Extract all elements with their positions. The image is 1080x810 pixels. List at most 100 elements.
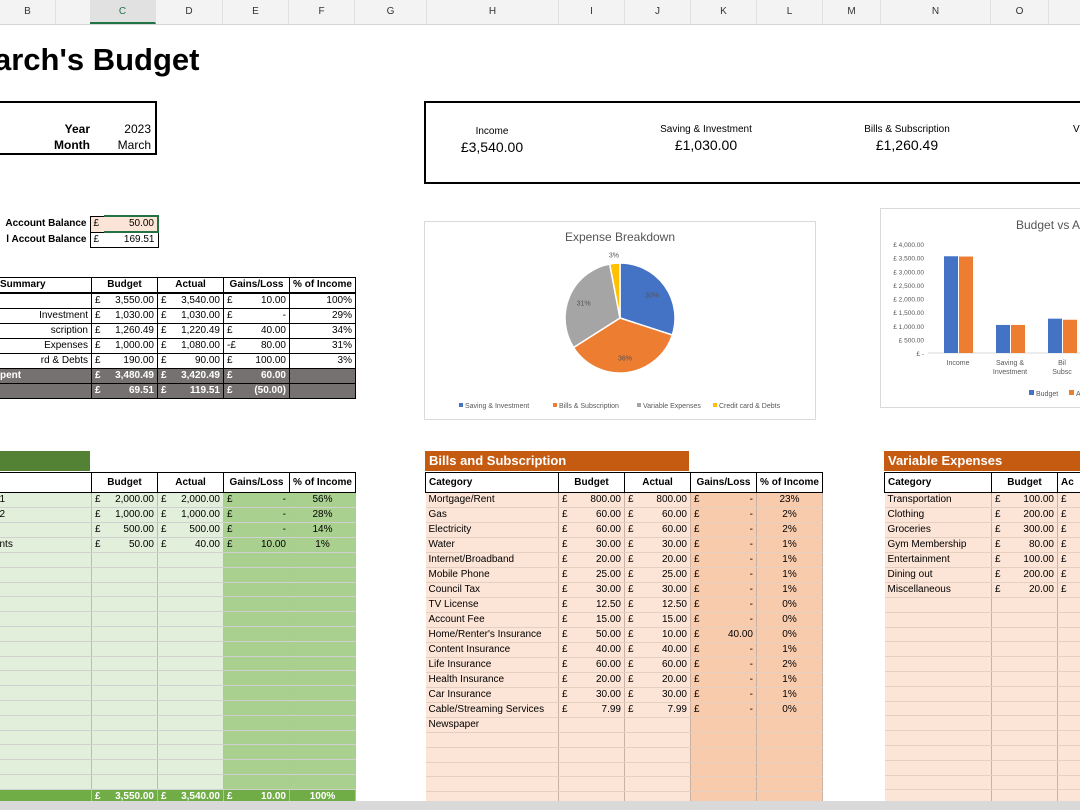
income-budget[interactable]: £1,000.00: [91, 507, 158, 523]
column-header-g[interactable]: G: [355, 0, 427, 24]
summary-budget[interactable]: £3,550.00: [91, 292, 158, 309]
variable-actual[interactable]: £: [1057, 522, 1080, 538]
bills-budget[interactable]: £60.00: [558, 507, 625, 523]
income-actual[interactable]: £1,000.00: [157, 507, 224, 523]
income-actual[interactable]: £40.00: [157, 537, 224, 553]
variable-actual[interactable]: £: [1057, 537, 1080, 553]
variable-empty-cell[interactable]: [1057, 671, 1080, 687]
bills-category[interactable]: Content Insurance: [425, 642, 559, 658]
income-empty-cell[interactable]: [0, 582, 92, 598]
income-empty-cell[interactable]: [91, 611, 158, 627]
budget-vs-actual-chart[interactable]: Budget vs A £ 4,000.00 £ 3,500.00 £ 3,000.…: [880, 208, 1080, 408]
column-header-b[interactable]: B: [0, 0, 56, 24]
bar-0-1[interactable]: [996, 324, 1010, 353]
column-header-h[interactable]: H: [427, 0, 559, 24]
variable-budget[interactable]: £100.00: [991, 552, 1058, 568]
variable-budget[interactable]: £300.00: [991, 522, 1058, 538]
bills-actual[interactable]: £7.99: [624, 702, 691, 718]
column-header-l[interactable]: L: [757, 0, 823, 24]
bills-category[interactable]: Account Fee: [425, 612, 559, 628]
income-empty-cell[interactable]: [91, 656, 158, 672]
bills-empty-cell[interactable]: [425, 762, 559, 778]
bills-category[interactable]: Life Insurance: [425, 657, 559, 673]
variable-empty-cell[interactable]: [991, 656, 1058, 672]
variable-empty-cell[interactable]: [991, 745, 1058, 761]
column-header-n[interactable]: N: [881, 0, 991, 24]
column-header-c[interactable]: C: [90, 0, 156, 24]
variable-actual[interactable]: £: [1057, 567, 1080, 583]
bills-budget[interactable]: £800.00: [558, 492, 625, 508]
income-empty-cell[interactable]: [91, 552, 158, 568]
bills-empty-cell[interactable]: [425, 732, 559, 748]
summary-percent[interactable]: 31%: [289, 338, 356, 354]
summary-actual[interactable]: £1,080.00: [157, 338, 224, 354]
income-name[interactable]: [0, 522, 92, 538]
column-header-e[interactable]: E: [223, 0, 289, 24]
income-empty-cell[interactable]: [157, 730, 224, 746]
bills-category[interactable]: Mobile Phone: [425, 567, 559, 583]
bills-category[interactable]: Cable/Streaming Services: [425, 702, 559, 718]
bills-empty-cell[interactable]: [624, 776, 691, 793]
variable-category[interactable]: Clothing: [884, 507, 992, 523]
variable-empty-cell[interactable]: [884, 627, 992, 643]
bills-actual[interactable]: £60.00: [624, 507, 691, 523]
summary-budget[interactable]: £1,030.00: [91, 308, 158, 324]
income-empty-cell[interactable]: [0, 611, 92, 627]
variable-budget[interactable]: £20.00: [991, 582, 1058, 598]
income-empty-cell[interactable]: [0, 626, 92, 642]
variable-empty-cell[interactable]: [884, 612, 992, 628]
income-empty-cell[interactable]: [0, 641, 92, 657]
variable-empty-cell[interactable]: [884, 730, 992, 746]
summary-percent[interactable]: 3%: [289, 353, 356, 369]
column-header-d[interactable]: D: [156, 0, 223, 24]
variable-category[interactable]: Gym Membership: [884, 537, 992, 553]
variable-actual[interactable]: £: [1057, 552, 1080, 568]
summary-gain[interactable]: -£ 80.00: [223, 338, 290, 354]
bills-actual[interactable]: £60.00: [624, 657, 691, 673]
variable-empty-cell[interactable]: [1057, 715, 1080, 732]
bills-budget[interactable]: £30.00: [558, 582, 625, 598]
summary-percent[interactable]: 34%: [289, 323, 356, 339]
variable-actual[interactable]: £: [1057, 507, 1080, 523]
income-empty-cell[interactable]: [0, 774, 92, 790]
income-budget[interactable]: £50.00: [91, 537, 158, 553]
income-empty-cell[interactable]: [91, 567, 158, 583]
bills-empty-cell[interactable]: [624, 732, 691, 748]
column-header-i[interactable]: I: [559, 0, 625, 24]
variable-category[interactable]: Entertainment: [884, 552, 992, 568]
income-empty-cell[interactable]: [157, 552, 224, 568]
variable-category[interactable]: Dining out: [884, 567, 992, 583]
bills-budget[interactable]: £60.00: [558, 657, 625, 673]
variable-budget[interactable]: £200.00: [991, 567, 1058, 583]
income-empty-cell[interactable]: [157, 670, 224, 687]
pie-slice-2[interactable]: [564, 263, 621, 349]
variable-empty-cell[interactable]: [884, 775, 992, 791]
income-empty-cell[interactable]: [157, 582, 224, 598]
income-empty-cell[interactable]: [91, 670, 158, 687]
variable-budget[interactable]: £100.00: [991, 492, 1058, 508]
variable-empty-cell[interactable]: [884, 597, 992, 613]
variable-empty-cell[interactable]: [1057, 612, 1080, 628]
column-header-j[interactable]: J: [625, 0, 691, 24]
bills-actual[interactable]: £60.00: [624, 522, 691, 538]
bills-budget[interactable]: £30.00: [558, 537, 625, 553]
income-empty-cell[interactable]: [0, 567, 92, 583]
income-empty-cell[interactable]: [157, 611, 224, 627]
bills-empty-cell[interactable]: [425, 776, 559, 793]
bar-1-0[interactable]: [959, 256, 973, 353]
income-budget[interactable]: £2,000.00: [91, 492, 158, 508]
income-empty-cell[interactable]: [157, 774, 224, 790]
bills-category[interactable]: Gas: [425, 507, 559, 523]
income-empty-cell[interactable]: [0, 596, 92, 613]
bills-actual[interactable]: £30.00: [624, 687, 691, 703]
income-empty-cell[interactable]: [157, 567, 224, 583]
variable-empty-cell[interactable]: [1057, 627, 1080, 643]
summary-budget[interactable]: £190.00: [91, 353, 158, 369]
bills-empty-cell[interactable]: [558, 732, 625, 748]
income-empty-cell[interactable]: [0, 730, 92, 746]
bills-actual[interactable]: £25.00: [624, 567, 691, 583]
summary-actual[interactable]: £90.00: [157, 353, 224, 369]
income-empty-cell[interactable]: [157, 641, 224, 657]
variable-category[interactable]: Transportation: [884, 492, 992, 508]
bills-category[interactable]: Home/Renter's Insurance: [425, 627, 559, 643]
